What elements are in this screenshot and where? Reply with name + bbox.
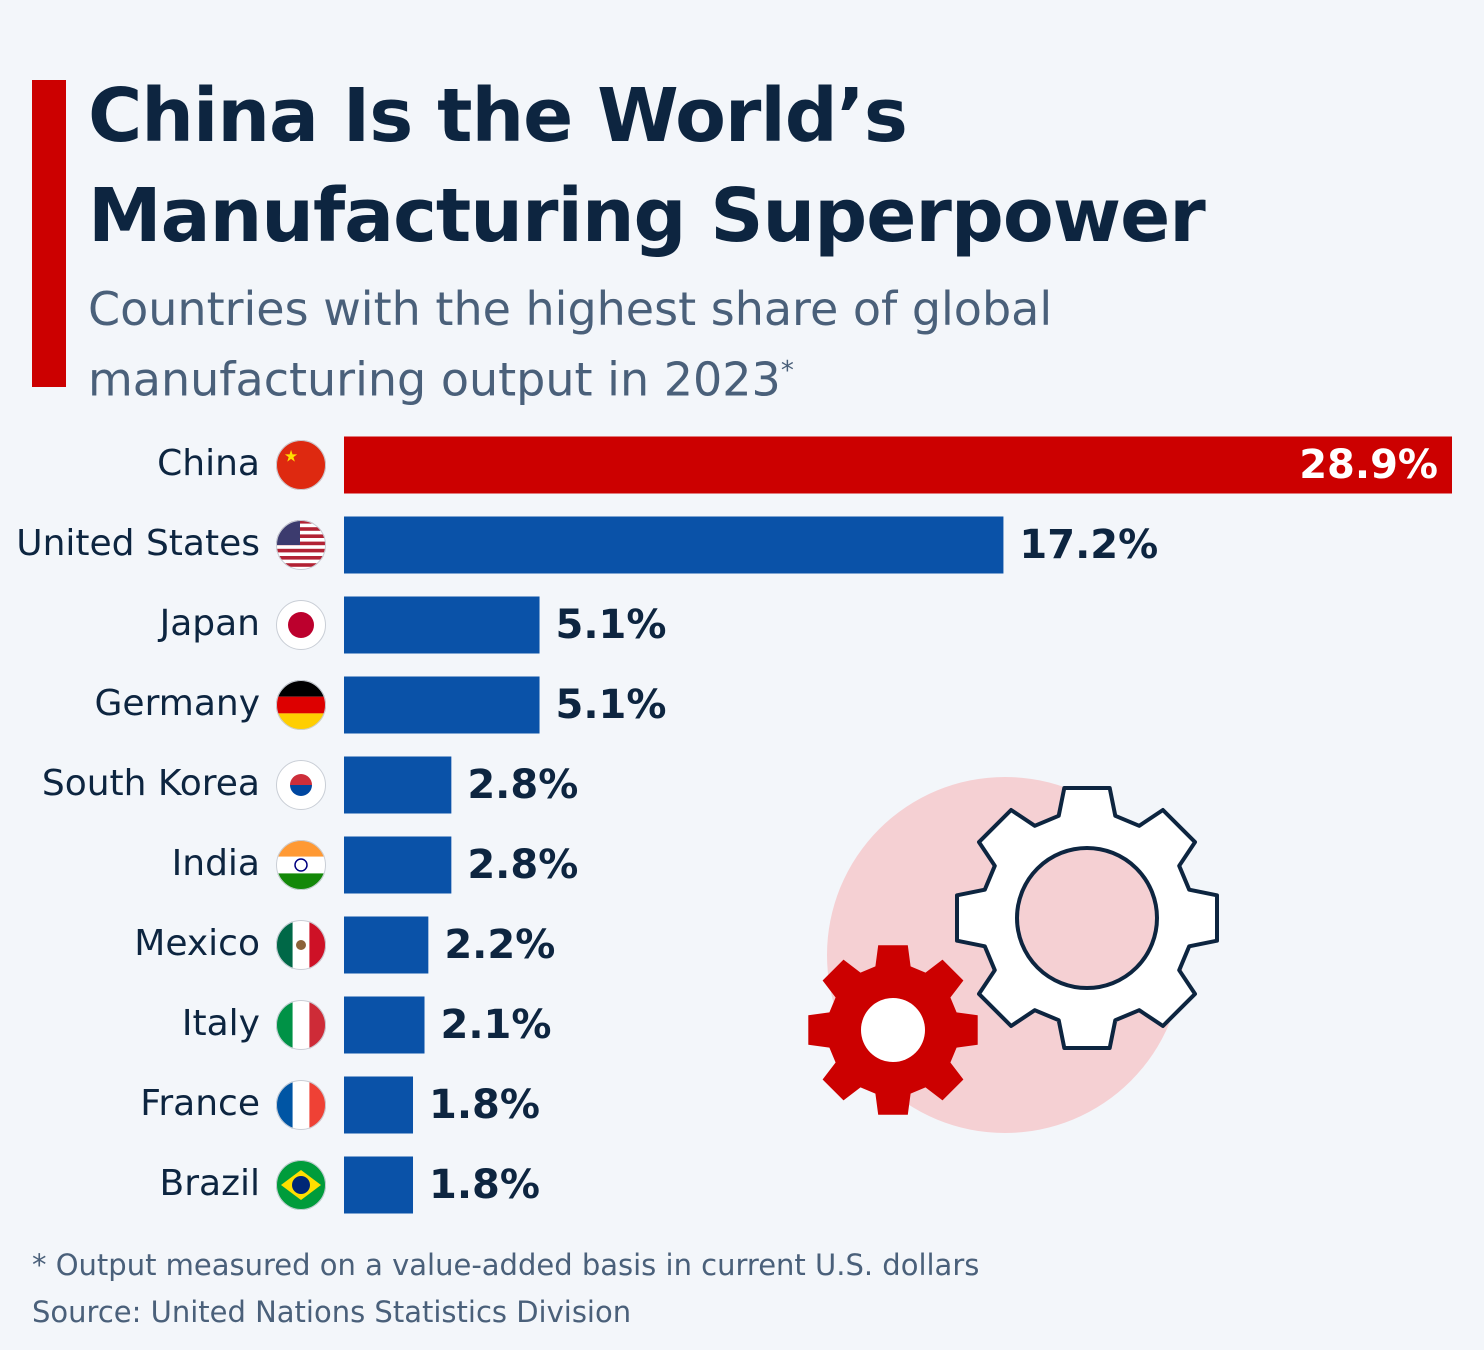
bar	[344, 916, 429, 974]
flag	[276, 600, 326, 650]
subtitle-mark: *	[780, 356, 794, 386]
gear-hole	[861, 998, 925, 1062]
flag-part	[276, 527, 326, 531]
bar	[344, 676, 540, 734]
value-label: 17.2%	[1019, 522, 1158, 568]
flag-part: ★	[284, 447, 298, 466]
flag-part	[276, 696, 326, 714]
flag-ring	[276, 520, 326, 570]
value-label: 2.8%	[467, 842, 578, 888]
flag-part	[290, 785, 312, 796]
value-label: 2.1%	[441, 1002, 552, 1048]
category-label: Mexico	[134, 923, 260, 964]
flag-part	[296, 940, 306, 950]
flag-ring	[276, 760, 326, 810]
gear-hole	[1015, 846, 1159, 990]
illustration	[808, 777, 1219, 1133]
flag-part	[276, 440, 326, 490]
value-label: 1.8%	[429, 1082, 540, 1128]
category-label: China	[157, 443, 260, 484]
flag-ring	[276, 840, 326, 890]
value-label: 1.8%	[429, 1162, 540, 1208]
category-label: Italy	[182, 1003, 260, 1044]
flag-ring	[276, 1160, 326, 1210]
source: Source: United Nations Statistics Divisi…	[32, 1295, 632, 1329]
flag-ring	[276, 680, 326, 730]
bar	[344, 1076, 414, 1134]
flag-part	[276, 563, 326, 567]
flag-ring	[276, 920, 326, 970]
flag-part	[292, 1000, 310, 1050]
flag: ★	[276, 440, 326, 490]
flag	[276, 920, 326, 970]
category-label: France	[140, 1083, 260, 1124]
value-label: 2.2%	[444, 922, 555, 968]
bar	[344, 516, 1004, 574]
value-label: 5.1%	[556, 602, 667, 648]
flag-ring	[276, 1000, 326, 1050]
flag-part	[276, 556, 326, 560]
flag	[276, 1160, 326, 1210]
flag-part	[276, 548, 326, 553]
chart-title: China Is the World’s Manufacturing Super…	[88, 73, 1206, 259]
chart-subtitle: Countries with the highest share of glob…	[88, 278, 1068, 410]
flag-part	[276, 520, 326, 524]
footnote: * Output measured on a value-added basis…	[32, 1248, 980, 1282]
flag-part	[290, 774, 312, 785]
accent-bar	[32, 80, 66, 387]
flag	[276, 760, 326, 810]
flag-part	[294, 858, 308, 872]
category-label: Brazil	[160, 1163, 260, 1204]
subtitle-text: Countries with the highest share of glob…	[88, 282, 1053, 407]
bar	[344, 996, 425, 1054]
flag-part	[292, 1080, 310, 1130]
flag-part	[292, 1176, 310, 1194]
bar	[344, 1156, 414, 1214]
flag-ring	[276, 1080, 326, 1130]
bar	[344, 756, 452, 814]
flag-part	[276, 541, 326, 546]
bar	[344, 836, 452, 894]
flag-part	[276, 856, 326, 874]
flag-ring	[276, 440, 326, 490]
flag-part	[276, 534, 326, 538]
flag-ring	[276, 600, 326, 650]
value-label: 2.8%	[467, 762, 578, 808]
bar	[344, 596, 540, 654]
value-label: 28.9%	[1299, 442, 1438, 488]
category-label: Germany	[95, 683, 260, 724]
category-label: United States	[16, 523, 260, 564]
bar	[344, 436, 1452, 494]
category-label: India	[172, 843, 260, 884]
category-label: Japan	[158, 603, 260, 644]
flag	[276, 520, 326, 570]
value-label: 5.1%	[556, 682, 667, 728]
category-label: South Korea	[42, 763, 260, 804]
flag-part	[288, 612, 314, 638]
